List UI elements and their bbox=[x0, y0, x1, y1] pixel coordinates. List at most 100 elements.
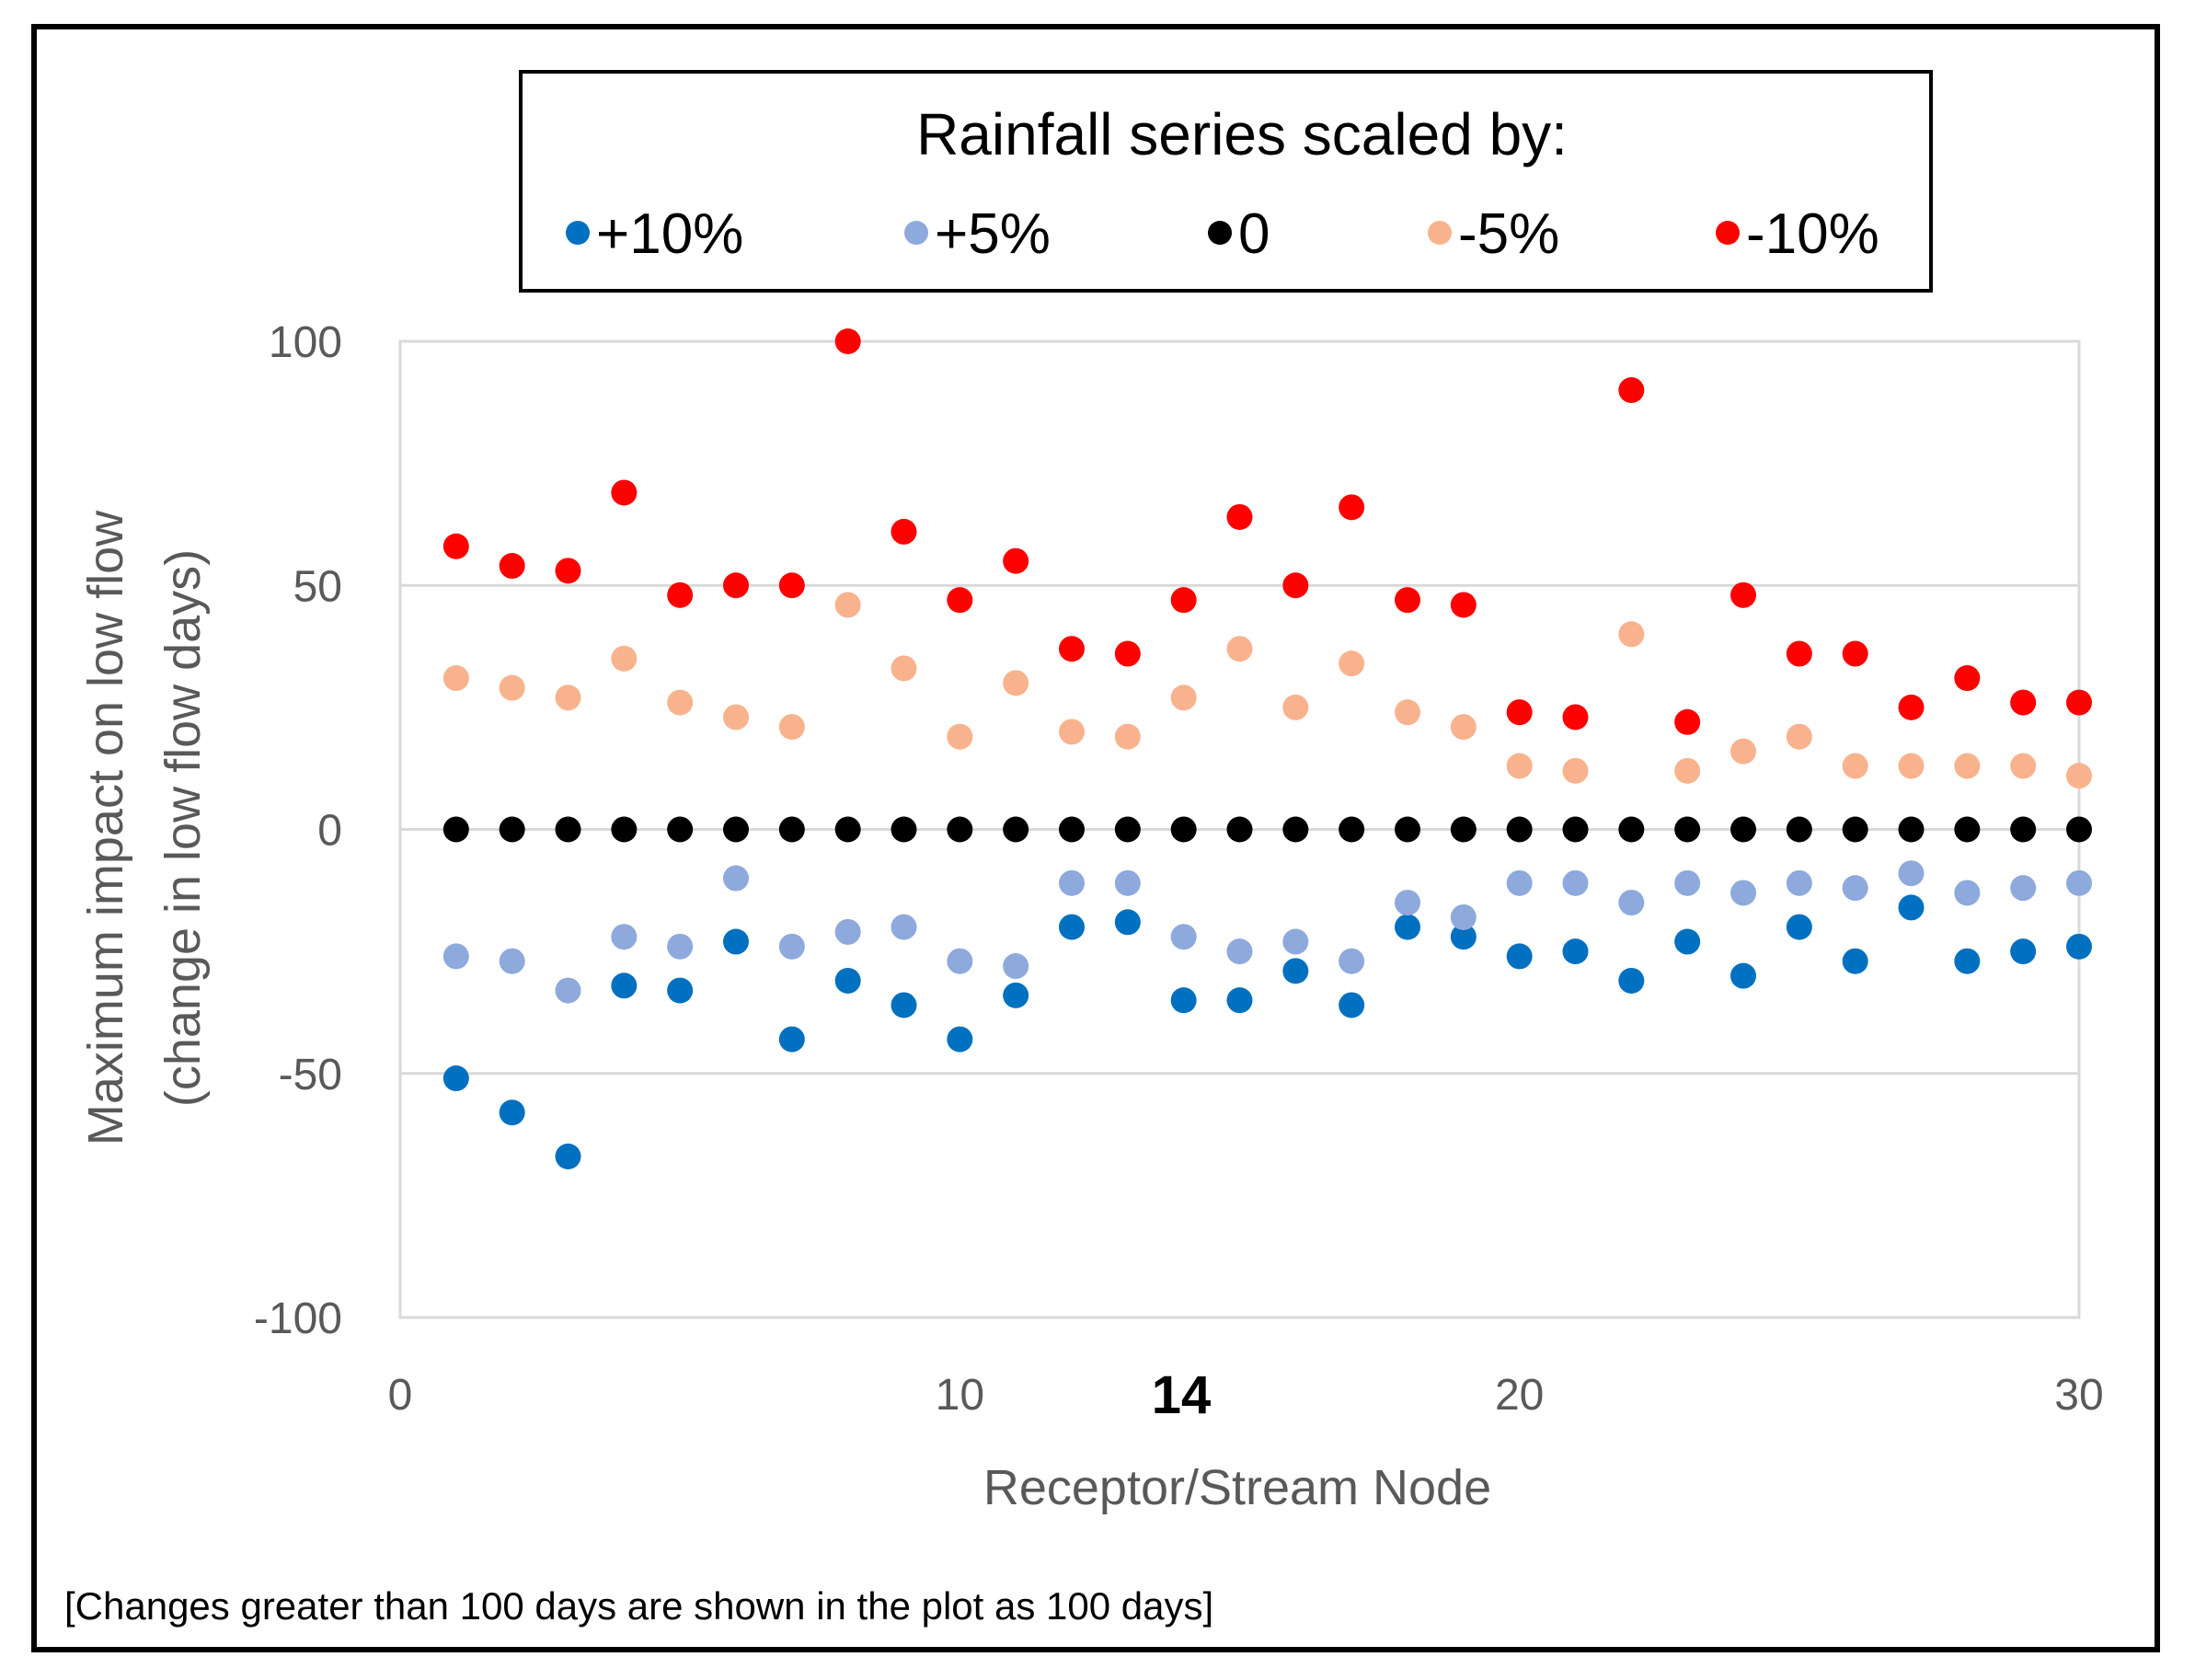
y-tick-label: 50 bbox=[293, 562, 342, 611]
data-point bbox=[1395, 816, 1420, 843]
data-point bbox=[1730, 816, 1756, 843]
data-point bbox=[1003, 670, 1029, 696]
data-point bbox=[1114, 909, 1141, 936]
data-point bbox=[1730, 738, 1756, 765]
data-point bbox=[1842, 948, 1868, 974]
data-point bbox=[1898, 816, 1925, 843]
data-point bbox=[834, 592, 861, 618]
data-point bbox=[1954, 948, 1981, 974]
data-point bbox=[1674, 708, 1701, 735]
legend-label: +10% bbox=[596, 202, 743, 266]
data-point bbox=[1898, 694, 1925, 720]
data-point bbox=[667, 816, 694, 843]
legend-item: -5% bbox=[1428, 202, 1559, 266]
data-point bbox=[1003, 547, 1029, 574]
data-point bbox=[1226, 987, 1253, 1014]
legend-box bbox=[519, 70, 1933, 293]
y-axis-title-line1: Maximum impact on low flow bbox=[78, 510, 133, 1145]
data-point bbox=[1395, 587, 1420, 614]
data-point bbox=[1786, 869, 1812, 896]
x-tick-labels: 0 10 20 30 bbox=[388, 1371, 2104, 1420]
data-point bbox=[1954, 816, 1981, 843]
data-point bbox=[1170, 685, 1197, 711]
data-point bbox=[442, 665, 469, 692]
data-point bbox=[2066, 689, 2092, 716]
data-point bbox=[1226, 938, 1253, 965]
data-point bbox=[1898, 894, 1925, 921]
data-point bbox=[1562, 869, 1589, 896]
data-point bbox=[2010, 753, 2037, 779]
legend-item: -10% bbox=[1716, 202, 1879, 266]
data-point bbox=[1786, 914, 1812, 940]
data-point bbox=[834, 967, 861, 994]
data-point bbox=[1562, 816, 1589, 843]
data-point bbox=[555, 558, 581, 584]
data-point bbox=[1618, 621, 1645, 648]
legend-marker bbox=[1716, 221, 1740, 245]
data-point bbox=[667, 689, 694, 716]
data-point bbox=[1842, 875, 1868, 902]
legend-label: -5% bbox=[1458, 202, 1559, 266]
data-point bbox=[1170, 987, 1197, 1014]
data-point bbox=[442, 943, 469, 970]
footnote: [Changes greater than 100 days are shown… bbox=[64, 1584, 1213, 1628]
data-point bbox=[891, 655, 917, 682]
data-point bbox=[1898, 753, 1925, 779]
legend-label: -10% bbox=[1746, 202, 1879, 266]
data-point bbox=[947, 587, 973, 614]
data-point bbox=[1339, 948, 1365, 974]
data-point bbox=[947, 723, 973, 750]
data-point bbox=[1954, 753, 1981, 779]
legend-title: Rainfall series scaled by: bbox=[916, 101, 1568, 167]
y-tick-labels: 100 50 0 -50 -100 bbox=[254, 318, 342, 1343]
data-point bbox=[1170, 587, 1197, 614]
data-points bbox=[442, 328, 2092, 1169]
x-tick-label: 20 bbox=[1495, 1371, 1544, 1420]
data-point bbox=[2066, 869, 2092, 896]
data-point bbox=[1562, 757, 1589, 784]
data-point bbox=[1059, 914, 1085, 940]
highlight-tick-label: 14 bbox=[1152, 1365, 1212, 1425]
legend-marker bbox=[1428, 221, 1452, 245]
data-point bbox=[778, 933, 805, 960]
data-point bbox=[947, 948, 973, 974]
data-point bbox=[1114, 640, 1141, 667]
data-point bbox=[1114, 869, 1141, 896]
legend-label: +5% bbox=[935, 202, 1051, 266]
data-point bbox=[667, 933, 694, 960]
data-point bbox=[1506, 699, 1533, 726]
legend-marker bbox=[904, 221, 928, 245]
data-point bbox=[834, 328, 861, 354]
data-point bbox=[2010, 875, 2037, 902]
data-point bbox=[1786, 816, 1812, 843]
data-point bbox=[2010, 816, 2037, 843]
data-point bbox=[1562, 704, 1589, 731]
data-point bbox=[1618, 967, 1645, 994]
data-point bbox=[1282, 816, 1309, 843]
data-point bbox=[1730, 880, 1756, 906]
legend-marker bbox=[566, 221, 590, 245]
data-point bbox=[778, 714, 805, 741]
data-point bbox=[2066, 763, 2092, 789]
data-point bbox=[723, 704, 749, 731]
x-axis-title: Receptor/Stream Node bbox=[983, 1460, 1491, 1515]
data-point bbox=[1450, 714, 1477, 741]
y-tick-label: 100 bbox=[269, 318, 342, 367]
data-point bbox=[1786, 640, 1812, 667]
data-point bbox=[611, 924, 638, 950]
data-point bbox=[1395, 914, 1420, 940]
data-point bbox=[1954, 880, 1981, 906]
data-point bbox=[1059, 816, 1085, 843]
data-point bbox=[1450, 592, 1477, 618]
legend-label: 0 bbox=[1238, 202, 1270, 266]
data-point bbox=[891, 914, 917, 940]
data-point bbox=[611, 972, 638, 999]
data-point bbox=[499, 1099, 525, 1126]
data-point bbox=[834, 918, 861, 945]
data-point bbox=[1003, 953, 1029, 980]
data-point bbox=[1730, 581, 1756, 608]
data-point bbox=[1450, 816, 1477, 843]
data-point bbox=[1786, 723, 1812, 750]
data-point bbox=[1842, 640, 1868, 667]
